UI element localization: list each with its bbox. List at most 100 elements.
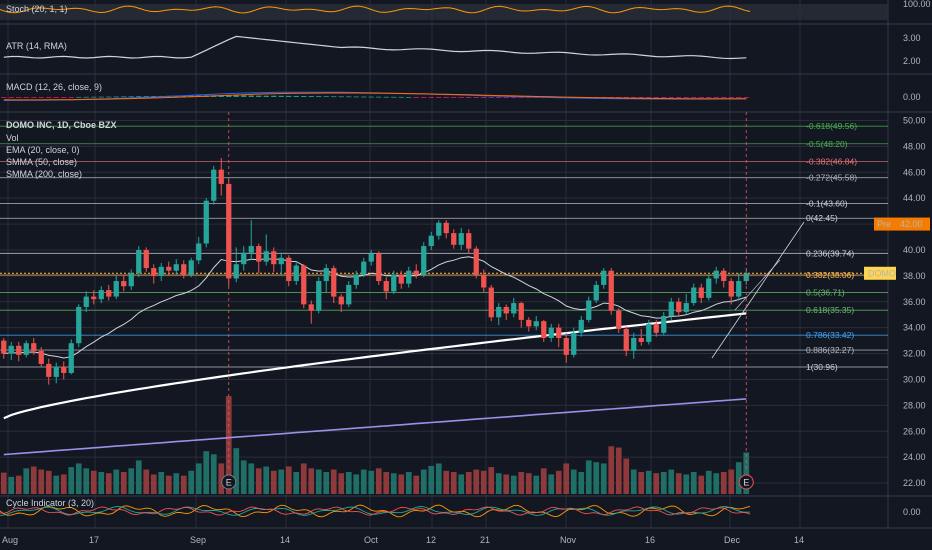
volume-bar: [375, 468, 382, 494]
candle-body: [713, 270, 719, 279]
macd-hist-bar: [473, 97, 479, 98]
volume-bar: [450, 472, 457, 494]
macd-hist-bar: [436, 97, 442, 98]
indicator-ema20-label: EMA (20, close, 0): [6, 145, 80, 155]
candle-body: [481, 274, 487, 288]
x-tick-16: 16: [645, 535, 655, 545]
volume-bar: [15, 475, 22, 494]
macd-hist-bar: [338, 96, 344, 98]
macd-hist-bar: [406, 96, 412, 98]
candle-body: [16, 345, 22, 355]
macd-hist-bar: [248, 95, 254, 97]
volume-bar: [300, 463, 307, 494]
price-tick-50-00: 50.00: [903, 115, 926, 125]
smma200-line: [3, 398, 747, 456]
macd-hist-bar: [661, 97, 667, 98]
volume-bar: [638, 472, 645, 494]
macd-hist-bar: [503, 97, 509, 98]
volume-bar: [113, 469, 120, 494]
macd-hist-bar: [181, 95, 187, 97]
volume-bar: [690, 472, 697, 494]
volume-bar: [255, 468, 262, 494]
candle-body: [226, 183, 232, 279]
macd-hist-bar: [458, 97, 464, 98]
candle-body: [496, 306, 502, 318]
candle-body: [31, 343, 37, 351]
macd-hist-bar: [421, 97, 427, 98]
macd-hist-bar: [443, 97, 449, 98]
volume-bar: [420, 469, 427, 494]
macd-hist-bar: [23, 97, 29, 98]
volume-bar: [338, 473, 345, 494]
volume-bars: [0, 396, 750, 494]
candle-body: [661, 316, 667, 333]
candle-body: [361, 261, 367, 275]
candle-body: [346, 284, 352, 305]
candle-body: [473, 248, 479, 275]
price-axis[interactable]: 100.00 3.00 2.00 0.00 50.00 48.00 46.00 44.…: [864, 0, 931, 517]
volume-bar: [330, 469, 337, 494]
premarket-price-tag[interactable]: Pre 42.00: [874, 217, 930, 231]
candle-body: [106, 290, 112, 297]
candle-body: [541, 321, 547, 339]
macd-hist-bar: [241, 95, 247, 97]
volume-bar: [120, 472, 127, 494]
time-axis[interactable]: Aug 17 Sep 14 Oct 12 21 Nov 16 Dec 14: [2, 535, 804, 545]
indicator-smma50-label: SMMA (50, close): [6, 157, 77, 167]
candle-body: [1, 340, 7, 354]
fib-label-2: -0.382(46.84): [806, 156, 857, 166]
macd-hist-bar: [526, 97, 532, 98]
fib-label-8: 0.5(36.71): [806, 288, 845, 298]
volume-bar: [660, 472, 667, 494]
macd-hist-bar: [53, 97, 59, 98]
volume-bar: [518, 472, 525, 494]
smma50-line: [3, 312, 747, 420]
macd-pane[interactable]: MACD (12, 26, close, 9): [1, 82, 749, 101]
macd-hist-bar: [721, 97, 727, 98]
volume-bar: [75, 463, 82, 494]
stoch-pane[interactable]: Stoch (20, 1, 1): [0, 4, 888, 20]
candle-body: [518, 303, 524, 320]
trend-line-2[interactable]: [734, 259, 781, 311]
macd-hist-bar: [121, 96, 127, 98]
macd-hist-bar: [263, 95, 269, 97]
macd-hist-bar: [83, 96, 89, 98]
candle-body: [353, 274, 359, 285]
atr-pane[interactable]: ATR (14, RMA): [3, 35, 747, 60]
volume-bar: [405, 472, 412, 494]
pane-dividers: [0, 0, 932, 529]
last-price-tag[interactable]: DOMO: [864, 266, 896, 280]
volume-bar: [128, 468, 135, 494]
price-pane[interactable]: -0.618(49.56) -0.5(48.20) -0.382(46.84) -0.…: [0, 112, 888, 494]
volume-bar: [705, 470, 712, 494]
atr-tick-2: 2.00: [903, 56, 921, 66]
macd-hist-bar: [511, 97, 517, 98]
candle-body: [61, 366, 67, 373]
candle-body: [338, 296, 344, 305]
candle-body: [256, 246, 262, 262]
x-tick-14: 14: [280, 535, 290, 545]
candle-body: [383, 281, 389, 292]
cycle-label: Cycle Indicator (3, 20): [6, 498, 94, 508]
trend-line[interactable]: [711, 221, 805, 359]
macd-hist-bar: [143, 96, 149, 97]
candle-body: [646, 323, 652, 342]
cycle-pane[interactable]: Cycle Indicator (3, 20): [0, 498, 751, 518]
candle-body: [698, 287, 704, 298]
macd-hist-bar: [286, 95, 292, 97]
macd-tick-0: 0.00: [903, 92, 921, 102]
candle-body: [451, 233, 457, 245]
macd-hist-bar: [316, 96, 322, 97]
atr-tick-3: 3.00: [903, 33, 921, 43]
fib-label-6: 0.236(39.74): [806, 248, 854, 258]
volume-bar: [278, 469, 285, 494]
candle-body: [526, 319, 532, 327]
fib-label-9: 0.618(35.35): [806, 305, 854, 315]
candle-body: [406, 270, 412, 284]
price-tick-48-00: 48.00: [903, 141, 926, 151]
volume-bar: [383, 472, 390, 494]
volume-bar: [480, 470, 487, 494]
macd-signal-line: [3, 92, 747, 101]
